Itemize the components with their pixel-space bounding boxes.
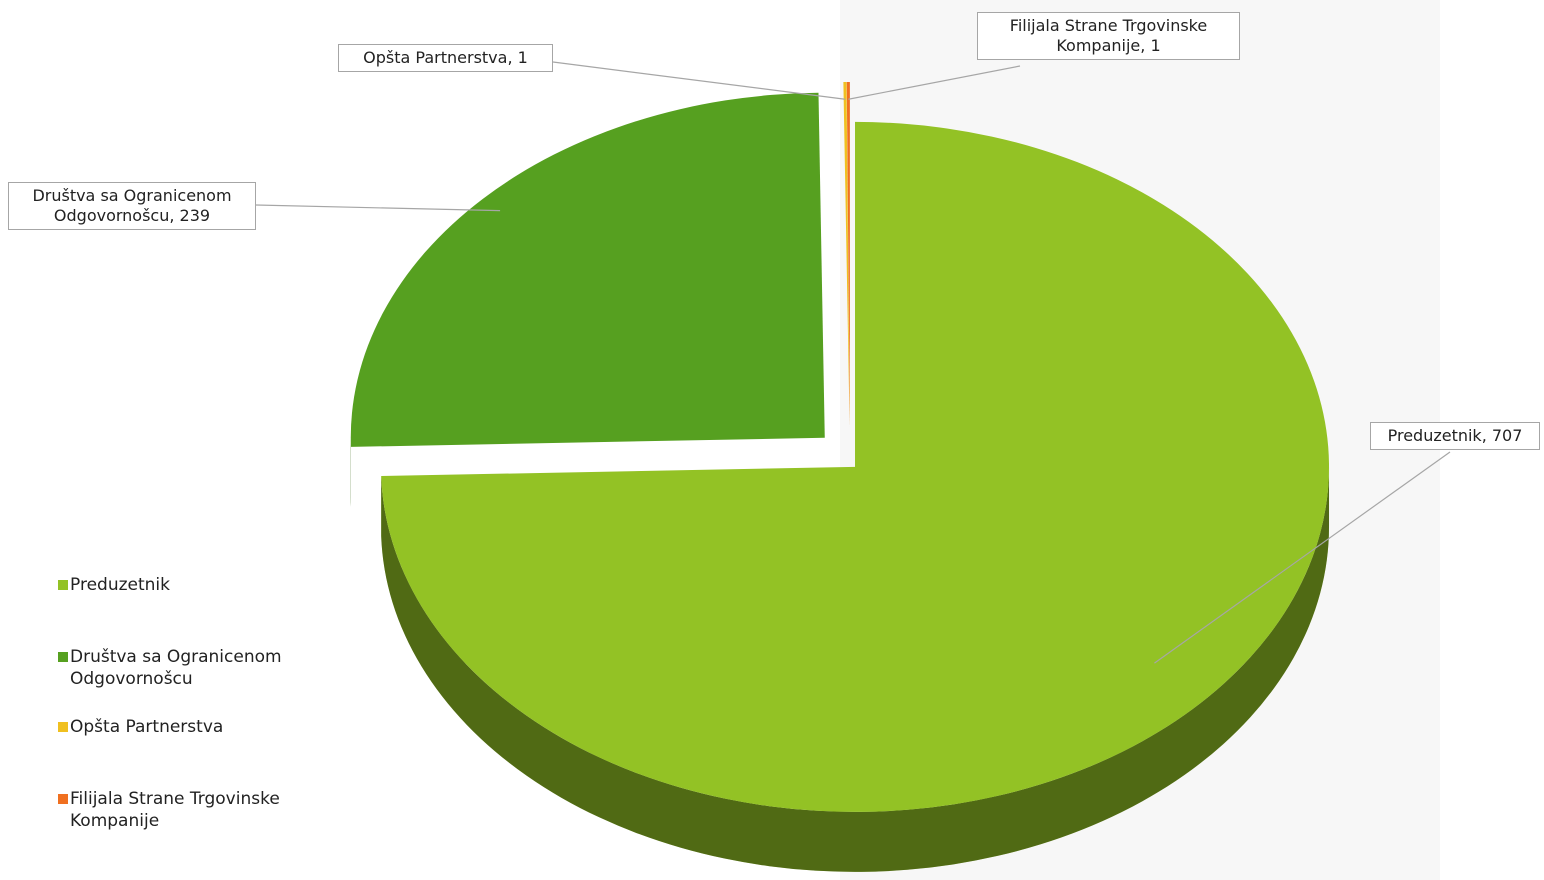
leader-line (848, 65, 1021, 100)
data-label: Preduzetnik, 707 (1370, 422, 1540, 450)
legend-label: Filijala Strane Trgovinske Kompanije (70, 789, 280, 831)
leader-line (1154, 451, 1451, 664)
slice (846, 82, 850, 428)
data-label: Društva sa Ogranicenom Odgovornošcu, 239 (8, 182, 256, 230)
legend-swatch (58, 722, 68, 732)
legend-label: Preduzetnik (70, 575, 170, 595)
slice-side-shade (381, 466, 1330, 872)
legend-swatch (58, 652, 68, 662)
legend-item: Preduzetnik (58, 574, 328, 596)
leader-line (552, 61, 846, 100)
legend-item: Filijala Strane Trgovinske Kompanije (58, 788, 328, 832)
legend-swatch (58, 580, 68, 590)
legend-swatch (58, 794, 68, 804)
legend-item: Opšta Partnerstva (58, 716, 328, 738)
slice (350, 92, 825, 447)
slice (843, 82, 850, 428)
legend-label: Društva sa Ogranicenom Odgovornošcu (70, 647, 282, 689)
data-label: Opšta Partnerstva, 1 (338, 44, 553, 72)
leader-line (255, 204, 501, 212)
slice (381, 121, 1330, 812)
slice-side (381, 466, 1330, 872)
legend-label: Opšta Partnerstva (70, 717, 224, 737)
data-label: Filijala Strane Trgovinske Kompanije, 1 (977, 12, 1240, 60)
legend-item: Društva sa Ogranicenom Odgovornošcu (58, 646, 328, 690)
